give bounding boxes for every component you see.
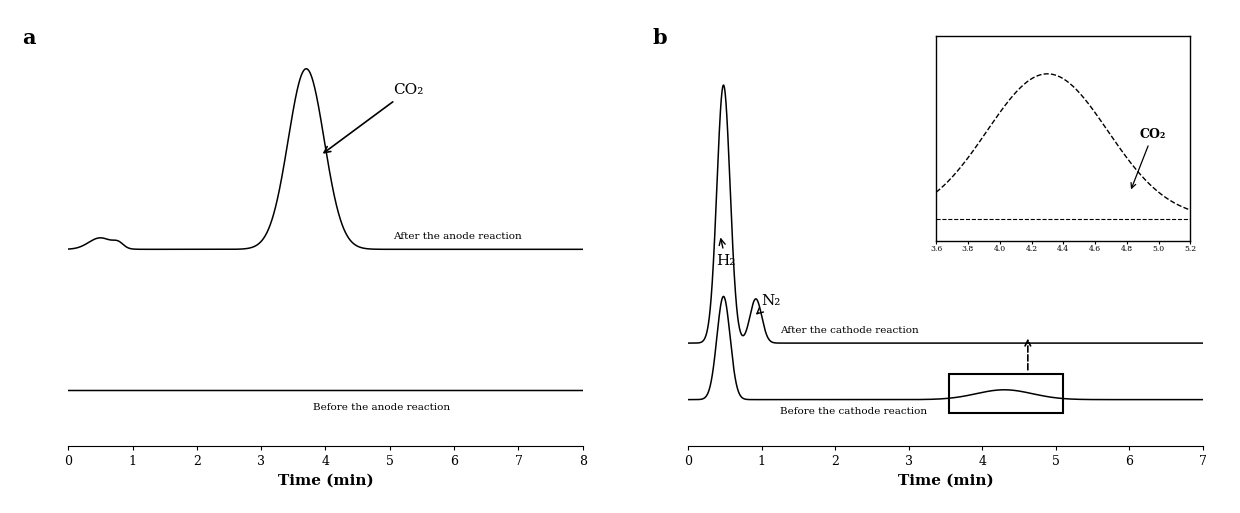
X-axis label: Time (min): Time (min) [898, 474, 993, 488]
Text: CO₂: CO₂ [1131, 128, 1166, 188]
Text: N₂: N₂ [756, 294, 781, 314]
Text: After the cathode reaction: After the cathode reaction [780, 326, 919, 336]
Text: Before the anode reaction: Before the anode reaction [312, 403, 450, 412]
Text: H₂: H₂ [717, 239, 735, 267]
Text: CO₂: CO₂ [324, 84, 423, 153]
Text: b: b [652, 28, 667, 48]
Text: a: a [22, 28, 36, 48]
Text: After the anode reaction: After the anode reaction [393, 232, 522, 242]
Text: Before the cathode reaction: Before the cathode reaction [780, 407, 928, 417]
X-axis label: Time (min): Time (min) [278, 474, 373, 488]
